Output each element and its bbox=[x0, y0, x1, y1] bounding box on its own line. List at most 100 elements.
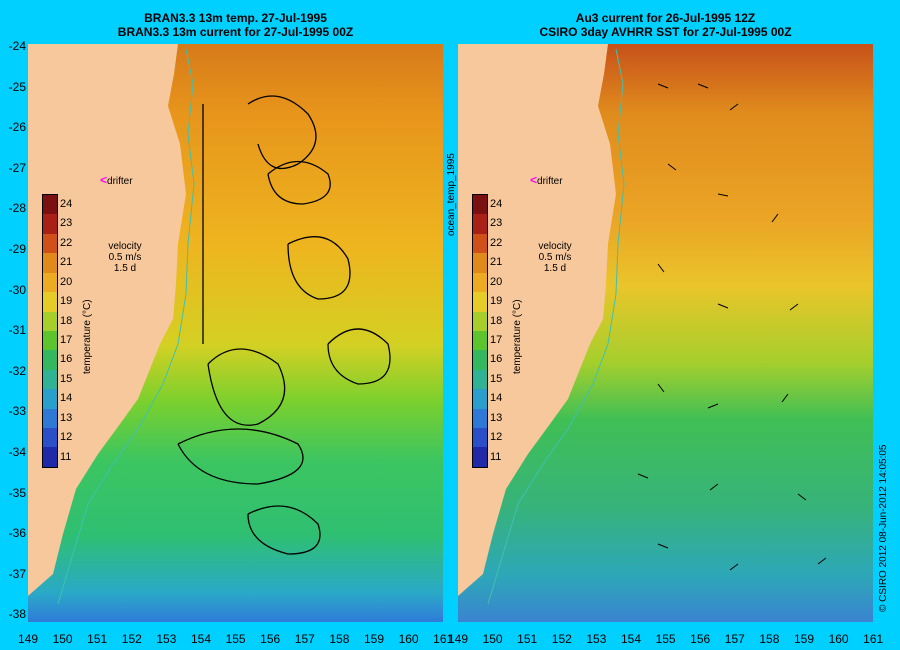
colorbar-segment bbox=[43, 369, 57, 390]
longitude-tick-label: 150 bbox=[52, 632, 73, 646]
longitude-tick-label: 158 bbox=[759, 632, 780, 646]
colorbar-tick-label: 13 bbox=[60, 411, 73, 424]
colorbar-segment bbox=[43, 447, 57, 467]
colorbar-tick-label: 14 bbox=[60, 392, 73, 405]
colorbar-tick-label: 24 bbox=[490, 198, 503, 210]
latitude-tick-label: -31 bbox=[8, 323, 26, 338]
colorbar-segment bbox=[473, 408, 487, 429]
latitude-tick-label: -33 bbox=[8, 404, 26, 419]
longitude-tick-label: 159 bbox=[793, 632, 815, 646]
colorbar-tick-label: 12 bbox=[490, 431, 503, 444]
colorbar-segment bbox=[473, 272, 487, 293]
latitude-tick-label: -30 bbox=[8, 282, 26, 297]
colorbar-segment bbox=[43, 350, 57, 370]
latitude-tick-label: -29 bbox=[8, 242, 26, 256]
colorbar-segment bbox=[43, 292, 57, 312]
longitude-tick-label: 161 bbox=[433, 632, 454, 646]
colorbar-tick-label: 23 bbox=[490, 217, 503, 230]
longitude-tick-label: 154 bbox=[190, 632, 212, 646]
right-title-line2: CSIRO 3day AVHRR SST for 27-Jul-1995 00Z bbox=[539, 25, 792, 39]
longitude-tick-label: 155 bbox=[225, 632, 246, 646]
colorbar-scale bbox=[42, 194, 58, 468]
latitude-tick-label: -24 bbox=[8, 39, 26, 53]
coastline-contour bbox=[57, 48, 195, 605]
longitude-tick-label: 154 bbox=[620, 632, 642, 646]
colorbar-segment bbox=[473, 428, 487, 448]
colorbar-segment bbox=[43, 389, 57, 409]
longitude-tick-label: 153 bbox=[586, 632, 607, 646]
left-drifter-legend: <drifter bbox=[100, 173, 133, 187]
colorbar-tick-label: 11 bbox=[60, 450, 72, 463]
latitude-tick-label: -27 bbox=[8, 160, 26, 175]
left-velocity-legend: velocity 0.5 m/s 1.5 d bbox=[108, 241, 142, 274]
colorbar-segment bbox=[473, 253, 487, 273]
latitude-tick-label: -35 bbox=[8, 485, 26, 500]
colorbar-segment bbox=[473, 292, 487, 312]
colorbar-segment bbox=[43, 330, 57, 351]
colorbar-tick-label: 14 bbox=[490, 392, 503, 405]
colorbar-segment bbox=[473, 195, 487, 215]
colorbar-tick-label: 20 bbox=[490, 275, 503, 288]
longitude-tick-label: 160 bbox=[398, 632, 419, 646]
right-panel-title: Au3 current for 26-Jul-1995 12Z CSIRO 3d… bbox=[458, 11, 873, 39]
colorbar-segment bbox=[473, 233, 487, 254]
colorbar-segment bbox=[43, 233, 57, 254]
colorbar-tick-label: 17 bbox=[490, 334, 503, 346]
colorbar-tick-label: 19 bbox=[490, 295, 503, 308]
colorbar-tick-label: 11 bbox=[490, 450, 502, 463]
longitude-tick-label: 160 bbox=[828, 632, 849, 646]
latitude-tick-label: -25 bbox=[8, 79, 26, 94]
colorbar-segment bbox=[43, 195, 57, 215]
colorbar-tick-label: 16 bbox=[490, 353, 503, 366]
colorbar-tick-label: 22 bbox=[490, 236, 503, 249]
latitude-tick-label: -34 bbox=[8, 445, 26, 459]
latitude-tick-label: -37 bbox=[8, 566, 26, 581]
latitude-tick-label: -38 bbox=[8, 607, 26, 622]
longitude-tick-label: 159 bbox=[363, 632, 385, 646]
colorbar-tick-label: 23 bbox=[60, 217, 73, 230]
longitude-tick-label: 151 bbox=[517, 632, 538, 646]
colorbar-segment bbox=[473, 350, 487, 370]
colorbar-tick-label: 16 bbox=[60, 353, 73, 366]
colorbar-segment bbox=[473, 311, 487, 331]
longitude-tick-label: 149 bbox=[17, 632, 39, 646]
drifter-marker-icon: < bbox=[100, 173, 108, 187]
colorbar-segment bbox=[43, 311, 57, 331]
longitude-tick-label: 155 bbox=[655, 632, 676, 646]
colorbar-tick-label: 18 bbox=[60, 314, 73, 327]
colorbar-scale bbox=[472, 194, 488, 468]
colorbar-segment bbox=[473, 214, 487, 234]
colorbar-segment bbox=[43, 428, 57, 448]
right-drifter-legend: <drifter bbox=[530, 173, 563, 187]
colorbar-tick-label: 12 bbox=[60, 431, 73, 444]
latitude-tick-label: -32 bbox=[8, 363, 26, 378]
colorbar-segment bbox=[43, 408, 57, 429]
left-title-line2: BRAN3.3 13m current for 27-Jul-1995 00Z bbox=[117, 25, 354, 39]
left-title-line1: BRAN3.3 13m temp. 27-Jul-1995 bbox=[144, 11, 327, 25]
latitude-tick-label: -36 bbox=[8, 526, 26, 541]
colorbar-segment bbox=[473, 369, 487, 390]
latitude-tick-label: -28 bbox=[8, 201, 26, 216]
colorbar-tick-label: 18 bbox=[490, 314, 503, 327]
colorbar-title: temperature (°C) bbox=[512, 299, 523, 374]
longitude-tick-label: 158 bbox=[329, 632, 350, 646]
colorbar-title: temperature (°C) bbox=[82, 299, 93, 374]
colorbar-tick-label: 13 bbox=[490, 411, 503, 424]
side-label: ocean_temp_1995 bbox=[446, 153, 457, 236]
colorbar-tick-label: 21 bbox=[60, 256, 73, 269]
colorbar-segment bbox=[473, 447, 487, 467]
colorbar-tick-label: 21 bbox=[490, 256, 503, 269]
coastline-contour bbox=[487, 48, 625, 605]
colorbar-segment bbox=[43, 272, 57, 293]
colorbar-segment bbox=[43, 253, 57, 273]
right-map bbox=[458, 44, 873, 622]
longitude-tick-label: 152 bbox=[121, 632, 142, 646]
colorbar-tick-label: 20 bbox=[60, 275, 73, 288]
australia-land bbox=[458, 44, 616, 596]
colorbar-tick-label: 15 bbox=[490, 372, 503, 385]
colorbar-tick-label: 19 bbox=[60, 295, 73, 308]
colorbar-tick-label: 15 bbox=[60, 372, 73, 385]
colorbar-tick-label: 17 bbox=[60, 334, 73, 346]
left-map-panel bbox=[28, 44, 443, 622]
longitude-tick-label: 152 bbox=[551, 632, 572, 646]
